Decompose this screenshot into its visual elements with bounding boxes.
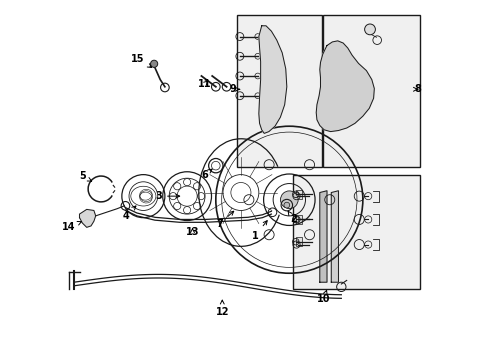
Text: 14: 14 <box>61 221 81 232</box>
Bar <box>323 15 419 167</box>
Text: 11: 11 <box>198 79 211 89</box>
Polygon shape <box>80 210 96 227</box>
Text: 6: 6 <box>201 169 212 180</box>
Bar <box>237 15 321 167</box>
Circle shape <box>284 202 289 208</box>
Bar <box>292 175 419 289</box>
Text: 13: 13 <box>185 227 199 237</box>
Polygon shape <box>319 191 326 282</box>
Text: 10: 10 <box>316 291 329 304</box>
Text: 12: 12 <box>215 300 228 317</box>
Bar <box>296 190 302 199</box>
Circle shape <box>280 191 298 208</box>
Text: 7: 7 <box>216 211 233 229</box>
Polygon shape <box>330 191 338 282</box>
Text: 2: 2 <box>287 211 297 224</box>
Circle shape <box>364 24 375 35</box>
Bar <box>296 215 302 224</box>
Polygon shape <box>258 26 286 134</box>
Bar <box>296 237 302 246</box>
Text: 5: 5 <box>79 171 91 181</box>
Text: 3: 3 <box>155 191 179 201</box>
Text: 8: 8 <box>413 84 420 94</box>
Polygon shape <box>316 41 373 132</box>
Text: 1: 1 <box>251 221 266 240</box>
Text: 15: 15 <box>131 54 151 67</box>
Text: 4: 4 <box>122 206 136 221</box>
Text: 9: 9 <box>229 84 239 94</box>
Circle shape <box>150 60 158 67</box>
